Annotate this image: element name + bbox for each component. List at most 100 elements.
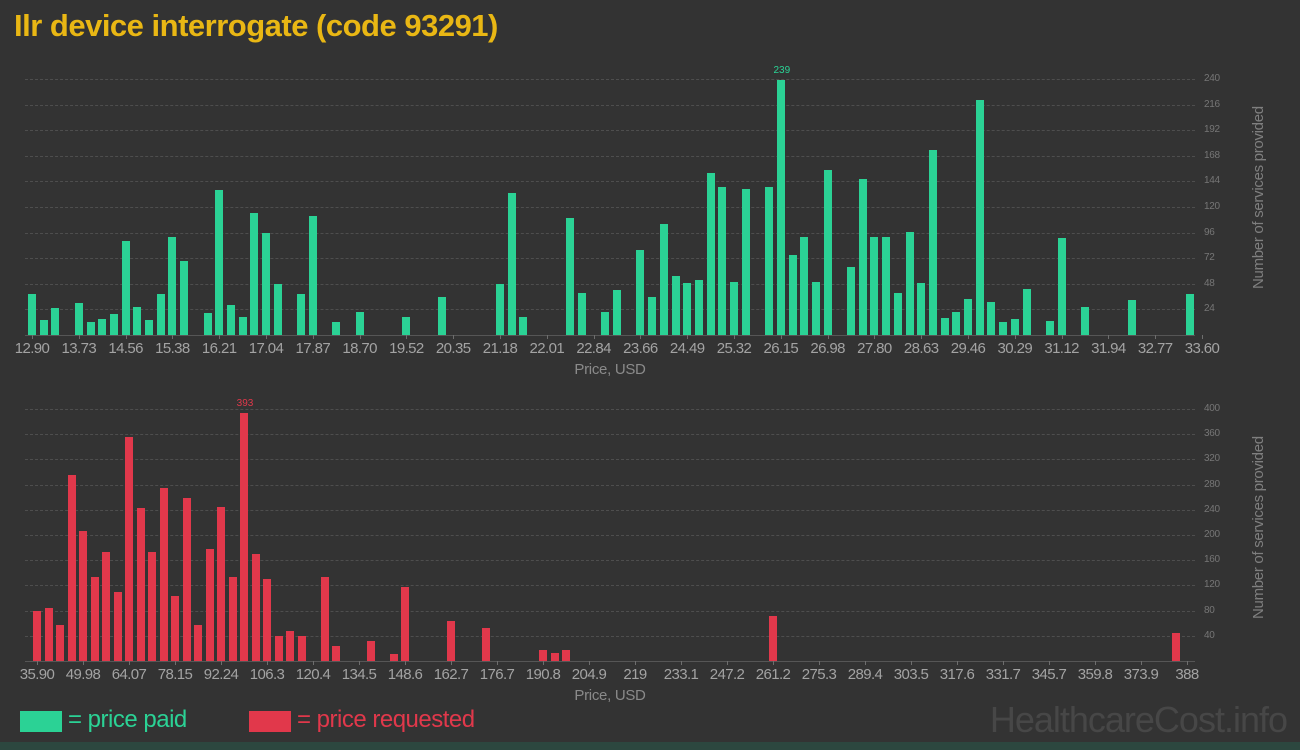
x-tick-mark: [780, 335, 782, 339]
histogram-bar: [263, 579, 271, 661]
histogram-bar: [905, 232, 914, 335]
histogram-bar: [133, 307, 142, 335]
gridline: [25, 484, 1195, 486]
histogram-bar: [1186, 294, 1195, 335]
gridline: [25, 459, 1195, 461]
histogram-bar: [566, 218, 575, 335]
x-tick-label: 14.56: [108, 340, 143, 357]
x-tick-label: 25.32: [716, 340, 752, 357]
x-tick-label: 233.1: [663, 666, 699, 683]
x-tick-mark: [313, 661, 314, 665]
histogram-bar: [964, 299, 972, 335]
x-tick-label: 317.6: [939, 666, 975, 683]
histogram-bar: [67, 475, 76, 661]
x-tick-label: 22.84: [576, 340, 611, 357]
x-tick-label: 176.7: [479, 666, 515, 683]
legend-label-price-paid: = price paid: [68, 706, 187, 733]
histogram-bar: [238, 317, 247, 335]
x-tick-mark: [37, 661, 38, 665]
x-tick-mark: [911, 661, 912, 665]
histogram-bar: [159, 488, 168, 661]
gridline: [25, 258, 1195, 260]
histogram-bar: [481, 628, 490, 661]
histogram-bar: [519, 317, 528, 335]
x-tick-mark: [773, 661, 774, 665]
histogram-bar: [671, 276, 680, 335]
histogram-bar: [1010, 319, 1019, 335]
x-tick-mark: [827, 335, 829, 339]
histogram-bar: [90, 577, 99, 661]
x-tick-label: 28.63: [903, 340, 939, 357]
x-tick-mark: [1061, 335, 1063, 339]
gridline: [25, 104, 1195, 106]
x-tick-mark: [681, 661, 682, 665]
histogram-bar: [205, 549, 214, 661]
histogram-bar: [182, 498, 191, 661]
x-tick-label: 120.4: [295, 666, 331, 683]
histogram-bar: [102, 552, 110, 661]
histogram-bar: [539, 650, 547, 661]
y-tick-label: 72: [1204, 252, 1215, 264]
y-tick-label: 96: [1204, 226, 1215, 238]
histogram-bar: [613, 290, 621, 335]
histogram-bar: [297, 294, 306, 335]
histogram-bar: [389, 654, 398, 661]
x-tick-label: 12.90: [14, 340, 50, 357]
x-tick-mark: [406, 335, 408, 339]
x-tick-label: 247.2: [709, 666, 745, 683]
histogram-bar: [765, 187, 774, 335]
x-tick-label: 331.7: [985, 666, 1021, 683]
histogram-bar: [1022, 289, 1031, 335]
x-tick-mark: [543, 661, 544, 665]
histogram-bar: [39, 320, 48, 335]
x-tick-mark: [1003, 661, 1004, 665]
x-tick-mark: [546, 335, 548, 339]
histogram-bar: [250, 213, 259, 335]
x-tick-mark: [1187, 661, 1188, 665]
x-tick-mark: [593, 335, 595, 339]
histogram-bar: [718, 187, 727, 335]
x-tick-mark: [727, 661, 728, 665]
x-tick-mark: [83, 661, 84, 665]
histogram-bar: [274, 636, 283, 661]
x-tick-mark: [1202, 335, 1203, 339]
x-tick-mark: [497, 661, 498, 665]
gridline: [25, 309, 1195, 311]
x-tick-label: 32.77: [1137, 340, 1173, 357]
y-tick-label: 48: [1204, 277, 1215, 289]
x-tick-label: 92.24: [203, 666, 239, 683]
x-tick-mark: [635, 661, 636, 665]
x-tick-mark: [221, 661, 222, 665]
histogram-bar: [893, 293, 902, 335]
y-tick-label: 216: [1204, 98, 1220, 110]
x-tick-label: 275.3: [801, 666, 837, 683]
x-tick-label: 22.01: [529, 340, 565, 357]
histogram-bar: [228, 577, 237, 661]
x-tick-mark: [500, 335, 501, 339]
x-tick-mark: [175, 661, 176, 665]
histogram-bar: [562, 650, 570, 661]
x-tick-label: 30.29: [997, 340, 1033, 357]
x-tick-mark: [734, 335, 735, 339]
histogram-bar: [171, 596, 179, 661]
x-tick-label: 17.87: [295, 340, 331, 357]
histogram-bar: [44, 608, 53, 661]
histogram-bar: [437, 297, 446, 335]
histogram-bar: [332, 646, 340, 661]
histogram-bar: [507, 193, 516, 335]
x-tick-label: 64.07: [111, 666, 147, 683]
gridline: [25, 560, 1195, 562]
histogram-bar: [366, 641, 375, 661]
histogram-bar: [769, 616, 777, 661]
y-axis-title: Number of services provided: [1250, 106, 1267, 289]
histogram-bar: [401, 587, 409, 661]
x-tick-label: 35.90: [19, 666, 55, 683]
bottom-strip: [0, 742, 1300, 750]
histogram-bar: [741, 189, 750, 335]
x-tick-label: 78.15: [157, 666, 193, 683]
histogram-bar: [648, 297, 657, 335]
x-tick-mark: [451, 661, 452, 665]
gridline: [25, 155, 1195, 157]
histogram-bar: [226, 305, 235, 335]
x-tick-mark: [32, 335, 33, 339]
